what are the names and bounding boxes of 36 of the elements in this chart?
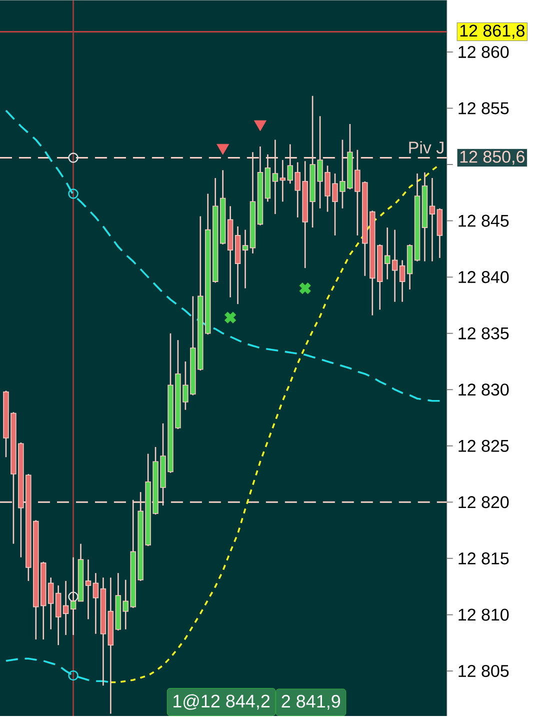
y-tick-label: 12 835 [458,327,509,340]
candlestick [400,260,406,302]
candlestick [280,159,286,202]
point [68,670,78,681]
candlestick [63,580,69,636]
candlestick [392,229,398,302]
point [298,282,312,295]
y-tick-label: 12 830 [458,384,509,396]
y-tick-label: 12 845 [458,214,509,227]
y-tick-label: 12 840 [458,271,509,284]
point [224,311,237,324]
y-tick-label: 12 855 [458,102,509,114]
candlestick [242,229,248,289]
y-tick-label: 12 820 [458,496,509,508]
y-tick-label: 12 825 [458,440,509,452]
candlestick [429,177,436,262]
point [254,120,267,132]
candlestick [48,576,54,630]
y-tick-label: 12 805 [458,664,509,678]
candlestick [384,226,390,280]
point [216,144,230,155]
candlestick [70,556,76,636]
annotation: Piv J [409,141,444,154]
y-tick-label: 12 810 [458,608,509,621]
annotation: 1@12 844,2 [174,694,270,710]
point [68,152,78,163]
y-tick-label: 12 815 [458,552,509,564]
point [68,188,78,199]
ref-line-label: 12 850,6 [460,150,525,165]
candlestick [56,584,62,646]
point [68,592,78,602]
y-tick-label: 12 860 [458,46,509,58]
annotation: 2 841,9 [282,694,340,710]
candlestick [85,558,92,620]
candlestick [92,572,99,634]
ref-line-label: 12 861,8 [460,24,525,39]
